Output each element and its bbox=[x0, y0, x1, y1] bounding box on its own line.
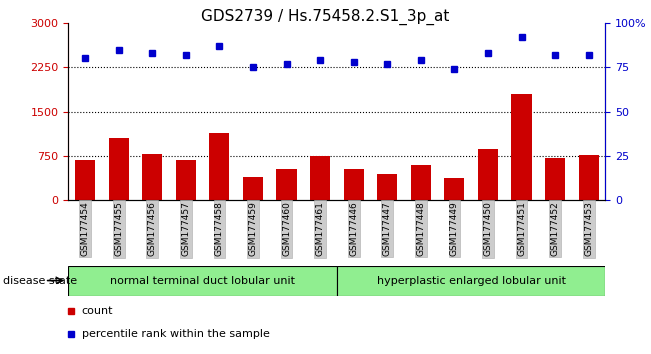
Text: GSM177459: GSM177459 bbox=[249, 201, 258, 256]
Bar bbox=[344, 169, 364, 200]
Text: GSM177461: GSM177461 bbox=[316, 201, 325, 256]
Bar bbox=[243, 177, 263, 200]
Text: GDS2739 / Hs.75458.2.S1_3p_at: GDS2739 / Hs.75458.2.S1_3p_at bbox=[201, 9, 450, 25]
Text: GSM177454: GSM177454 bbox=[81, 201, 90, 256]
Text: GSM177458: GSM177458 bbox=[215, 201, 224, 256]
Bar bbox=[444, 178, 464, 200]
Text: GSM177452: GSM177452 bbox=[551, 201, 560, 256]
Bar bbox=[545, 158, 565, 200]
Text: disease state: disease state bbox=[3, 275, 77, 286]
Bar bbox=[68, 266, 337, 296]
Text: GSM177460: GSM177460 bbox=[282, 201, 291, 256]
Text: GSM177449: GSM177449 bbox=[450, 201, 459, 256]
Text: GSM177456: GSM177456 bbox=[148, 201, 157, 256]
Bar bbox=[310, 156, 330, 200]
Bar bbox=[512, 94, 532, 200]
Bar bbox=[377, 174, 397, 200]
Bar bbox=[109, 138, 129, 200]
Bar bbox=[579, 155, 599, 200]
Text: count: count bbox=[82, 306, 113, 316]
Bar bbox=[142, 154, 162, 200]
Text: GSM177453: GSM177453 bbox=[584, 201, 593, 256]
Bar bbox=[210, 133, 230, 200]
Text: GSM177448: GSM177448 bbox=[416, 201, 425, 256]
Bar bbox=[411, 165, 431, 200]
Text: normal terminal duct lobular unit: normal terminal duct lobular unit bbox=[110, 275, 295, 286]
Text: GSM177450: GSM177450 bbox=[484, 201, 492, 256]
Text: GSM177455: GSM177455 bbox=[114, 201, 123, 256]
Bar bbox=[277, 169, 297, 200]
Bar bbox=[478, 149, 498, 200]
Bar bbox=[337, 266, 605, 296]
Text: GSM177457: GSM177457 bbox=[182, 201, 190, 256]
Text: percentile rank within the sample: percentile rank within the sample bbox=[82, 329, 270, 339]
Text: GSM177451: GSM177451 bbox=[517, 201, 526, 256]
Text: GSM177446: GSM177446 bbox=[349, 201, 358, 256]
Text: GSM177447: GSM177447 bbox=[383, 201, 392, 256]
Bar bbox=[176, 160, 196, 200]
Text: hyperplastic enlarged lobular unit: hyperplastic enlarged lobular unit bbox=[377, 275, 566, 286]
Bar bbox=[75, 160, 95, 200]
